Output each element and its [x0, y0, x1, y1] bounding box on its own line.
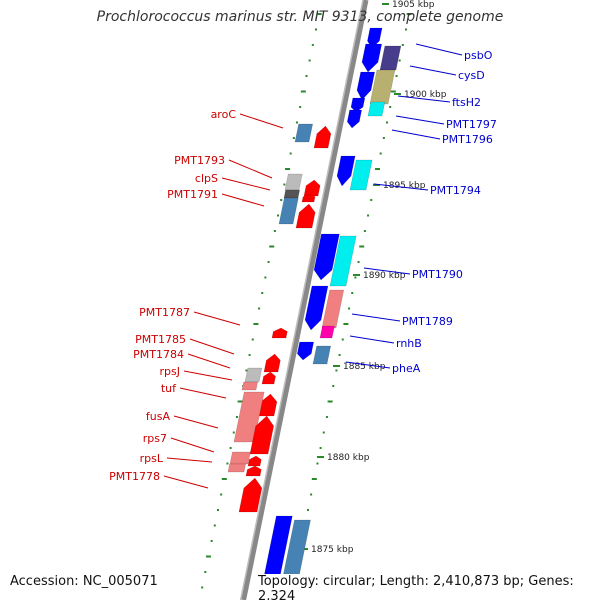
genome-backbone [241, 0, 369, 600]
feature-block-clpS-red[interactable] [303, 179, 321, 197]
label-leader-right [395, 115, 445, 125]
label-leader-right [363, 267, 411, 275]
label-leader-left [179, 387, 227, 399]
label-leader-left [189, 338, 235, 355]
feature-block-purple[interactable] [379, 45, 402, 71]
label-leader-left [239, 113, 284, 129]
feature-block-pmt1789[interactable] [304, 285, 329, 331]
feature-block-ftsH2-region[interactable] [356, 71, 376, 101]
scale-label: 1875 kbp [311, 545, 354, 555]
gene-label-rpsJ[interactable]: rpsJ [160, 365, 180, 378]
label-leader-left [166, 457, 213, 463]
feature-block-pmt1797[interactable] [350, 97, 366, 113]
gene-label-clpS[interactable]: clpS [195, 172, 218, 185]
feature-block-cyan-1790[interactable] [329, 235, 357, 287]
gene-label-PMT1794[interactable]: PMT1794 [430, 184, 481, 197]
feature-block-tuf[interactable] [257, 393, 278, 417]
gene-label-PMT1790[interactable]: PMT1790 [412, 268, 463, 281]
label-leader-left [173, 415, 219, 429]
feature-block-clpS-red2[interactable] [301, 193, 316, 203]
gene-label-fusA[interactable]: fusA [146, 410, 171, 423]
scale-label: 1895 kbp [383, 181, 426, 191]
genome-summary: Topology: circular; Length: 2,410,873 bp… [258, 574, 600, 600]
scale-label: 1885 kbp [343, 362, 386, 372]
feature-block-rps7-red[interactable] [247, 455, 262, 467]
gene-label-PMT1787[interactable]: PMT1787 [139, 306, 190, 319]
feature-block-pmt1778[interactable] [238, 477, 263, 513]
gene-label-cysD[interactable]: cysD [458, 69, 485, 82]
scale-label: 1900 kbp [404, 90, 447, 100]
feature-block-rpsL[interactable] [227, 463, 246, 473]
scale-label: 1905 kbp [392, 0, 435, 10]
feature-block-pmt1791[interactable] [278, 197, 299, 225]
scale-label: 1890 kbp [363, 271, 406, 281]
map-title: Prochlorococcus marinus str. MIT 9313, c… [96, 9, 504, 25]
gene-label-PMT1793[interactable]: PMT1793 [174, 154, 225, 167]
label-leader-left [170, 437, 215, 453]
feature-block-pheA[interactable] [297, 341, 314, 361]
gene-label-PMT1778[interactable]: PMT1778 [109, 470, 160, 483]
feature-block-rps7[interactable] [229, 451, 251, 465]
feature-block-pmt1791-red[interactable] [295, 203, 316, 229]
gene-label-PMT1789[interactable]: PMT1789 [402, 315, 453, 328]
label-leader-left [228, 159, 273, 179]
feature-block-aroC[interactable] [313, 125, 332, 149]
scale-label: 1880 kbp [327, 453, 370, 463]
feature-block-pmt1793[interactable] [284, 173, 303, 191]
feature-block-rpsJ-pink[interactable] [241, 381, 258, 391]
label-leader-right [409, 65, 457, 76]
gene-label-PMT1796[interactable]: PMT1796 [442, 133, 493, 146]
gene-label-rpsL[interactable]: rpsL [140, 452, 164, 465]
label-leader-right [349, 335, 395, 344]
gene-label-aroC[interactable]: aroC [211, 108, 237, 121]
feature-block-cyan-small[interactable] [367, 101, 386, 117]
feature-block-clpS[interactable] [283, 189, 300, 199]
feature-block-pheA-partner[interactable] [312, 345, 331, 365]
label-leader-right [351, 313, 401, 322]
gene-label-pheA[interactable]: pheA [392, 362, 421, 375]
label-leader-left [221, 177, 271, 191]
gene-label-psbO[interactable]: psbO [464, 49, 493, 62]
feature-block-salmon-1789[interactable] [321, 289, 345, 329]
gene-label-PMT1797[interactable]: PMT1797 [446, 118, 497, 131]
genome-backbone-shadow [239, 0, 364, 600]
gene-label-PMT1784[interactable]: PMT1784 [133, 348, 184, 361]
feature-block-pmt1785[interactable] [263, 353, 281, 373]
gene-label-PMT1791[interactable]: PMT1791 [167, 188, 218, 201]
gene-label-PMT1785[interactable]: PMT1785 [135, 333, 186, 346]
feature-block-rpsL-red[interactable] [245, 465, 262, 477]
feature-block-pmt1787[interactable] [271, 327, 288, 339]
label-leader-left [187, 353, 231, 369]
feature-block-cysD-region[interactable] [361, 43, 383, 73]
feature-block-pmt1796[interactable] [347, 109, 362, 129]
feature-block-pmt1790[interactable] [313, 233, 340, 281]
feature-block-pmt1784[interactable] [261, 371, 276, 385]
feature-block-pmt1794[interactable] [336, 155, 356, 187]
label-leader-right [391, 129, 441, 140]
feature-block-fusA-red[interactable] [249, 415, 274, 455]
feature-block-rpsJ[interactable] [244, 367, 263, 383]
feature-block-arom[interactable] [294, 123, 313, 143]
label-leader-left [163, 475, 209, 489]
label-leader-right [415, 43, 463, 56]
feature-block-gold[interactable] [369, 69, 396, 105]
label-leader-left [193, 311, 241, 326]
gene-label-rps7[interactable]: rps7 [143, 432, 167, 445]
gene-label-ftsH2[interactable]: ftsH2 [452, 96, 481, 109]
gene-label-tuf[interactable]: tuf [161, 382, 177, 395]
feature-block-rnhB[interactable] [319, 325, 335, 339]
label-leader-right [345, 361, 391, 369]
label-leader-right [373, 183, 429, 191]
accession-label: Accession: NC_005071 [10, 574, 158, 589]
gene-label-rnhB[interactable]: rnhB [396, 337, 422, 350]
label-leader-left [183, 370, 233, 381]
feature-block-cyan-1794[interactable] [349, 159, 373, 191]
label-leader-right [397, 95, 451, 103]
label-leader-left [221, 193, 265, 207]
